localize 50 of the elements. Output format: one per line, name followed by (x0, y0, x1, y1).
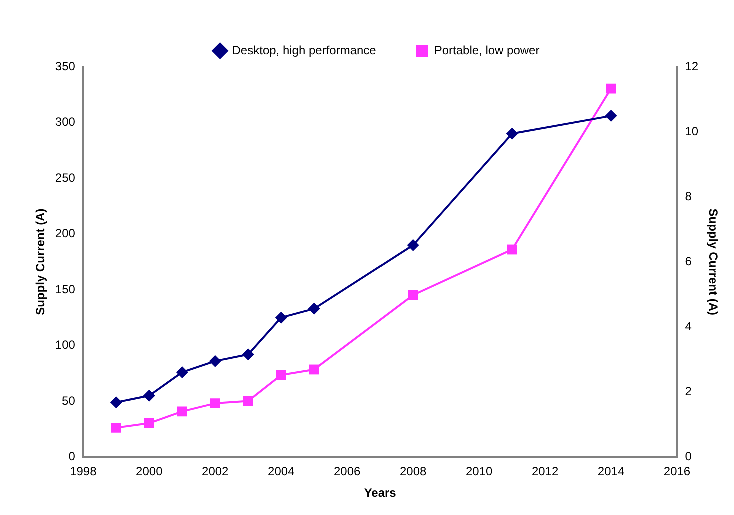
x-tick-label: 2014 (598, 464, 625, 479)
point (143, 390, 156, 402)
y2-tick-label: 0 (685, 450, 692, 464)
x-tick-label: 2008 (400, 464, 427, 479)
point (309, 364, 320, 375)
x-tick-label: 2010 (466, 464, 493, 479)
y-tick-label: 250 (55, 170, 76, 185)
y-tick-label: 300 (55, 115, 76, 130)
point (507, 244, 518, 255)
y2-tick-label: 2 (685, 384, 692, 398)
point (506, 128, 518, 140)
point (144, 418, 154, 428)
point (210, 398, 220, 408)
legend-label: Desktop, high performance (232, 43, 377, 58)
y-tick-label: 200 (55, 226, 76, 241)
point (177, 406, 188, 417)
y2-tick-label: 6 (685, 254, 692, 268)
y-axis-title: Supply Current (A) (34, 208, 48, 316)
y2-tick-label: 10 (685, 124, 699, 138)
x-tick-label: 2000 (136, 464, 164, 479)
y2-tick-label: 4 (685, 319, 692, 334)
y-tick-label: 100 (55, 338, 76, 352)
x-tick-label: 2006 (334, 464, 362, 479)
x-tick-label: 2002 (202, 464, 230, 479)
point (407, 239, 420, 252)
y2-axis-title: Supply Current (A) (706, 208, 720, 316)
x-tick-label: 2012 (532, 464, 559, 479)
point (110, 396, 122, 409)
point (275, 312, 288, 324)
point (176, 366, 188, 378)
y-tick-label: 350 (55, 59, 76, 74)
y2-tick-label: 12 (685, 59, 699, 74)
point (308, 302, 320, 315)
y-tick-label: 50 (62, 394, 76, 408)
y-tick-label: 0 (68, 450, 76, 464)
point (243, 396, 254, 406)
point (111, 422, 122, 433)
point (276, 370, 286, 380)
legend-label: Portable, low power (434, 43, 540, 58)
point (605, 110, 618, 122)
point (242, 348, 254, 361)
x-tick-label: 2004 (268, 464, 296, 479)
x-axis-title: Years (364, 486, 397, 500)
point (209, 355, 222, 368)
x-tick-label: 2016 (664, 464, 691, 479)
y-tick-label: 150 (55, 282, 76, 296)
point (408, 290, 418, 300)
point (606, 84, 616, 94)
x-tick-label: 1998 (70, 464, 98, 479)
y2-tick-label: 8 (685, 189, 692, 204)
